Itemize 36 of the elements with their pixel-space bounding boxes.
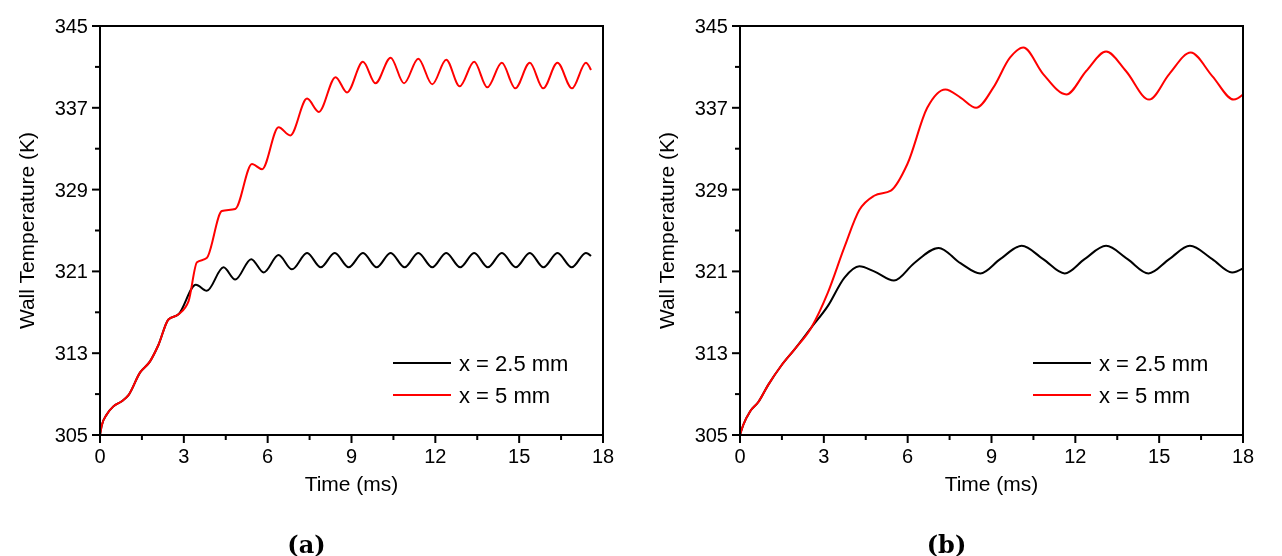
y-tick-label: 345 — [694, 15, 728, 37]
x-tick-label: 12 — [424, 445, 447, 467]
x-tick-label: 6 — [262, 445, 274, 467]
text: (a) — [287, 530, 326, 556]
y-tick-label: 313 — [694, 342, 728, 365]
legend-label: x = 2.5 mm — [1099, 351, 1209, 376]
x-tick-label: 18 — [1231, 445, 1255, 467]
x-tick-label: 9 — [985, 445, 998, 467]
x-tick-label: 6 — [902, 445, 914, 467]
x-axis-title: Time (ms) — [944, 472, 1039, 495]
legend-label: x = 5 mm — [459, 383, 551, 408]
x-tick-label: 15 — [508, 445, 531, 467]
y-tick-label: 337 — [54, 96, 88, 119]
x-tick-label: 3 — [178, 445, 190, 467]
y-tick-label: 313 — [54, 342, 88, 365]
x-tick-label: 12 — [1064, 445, 1087, 467]
y-axis-title: Wall Temperature (K) — [655, 131, 678, 330]
y-tick-label: 337 — [694, 96, 728, 119]
y-axis-title: Wall Temperature (K) — [15, 131, 38, 330]
x-tick-label: 15 — [1148, 445, 1171, 467]
x-tick-label: 9 — [345, 445, 358, 467]
x-tick-label: 3 — [818, 445, 830, 467]
legend-label: x = 5 mm — [1099, 383, 1191, 408]
y-tick-label: 305 — [54, 424, 88, 446]
x-tick-label: 18 — [591, 445, 615, 467]
x-tick-label: 0 — [734, 445, 746, 467]
y-tick-label: 321 — [694, 260, 728, 283]
legend-label: x = 2.5 mm — [459, 351, 569, 376]
y-tick-label: 329 — [694, 178, 728, 201]
text: (b) — [926, 530, 967, 556]
x-axis-title: Time (ms) — [304, 472, 399, 495]
y-tick-label: 321 — [54, 260, 88, 283]
x-tick-label: 0 — [94, 445, 106, 467]
y-tick-label: 305 — [694, 424, 728, 446]
y-tick-label: 329 — [54, 178, 88, 201]
y-tick-label: 345 — [54, 15, 88, 37]
